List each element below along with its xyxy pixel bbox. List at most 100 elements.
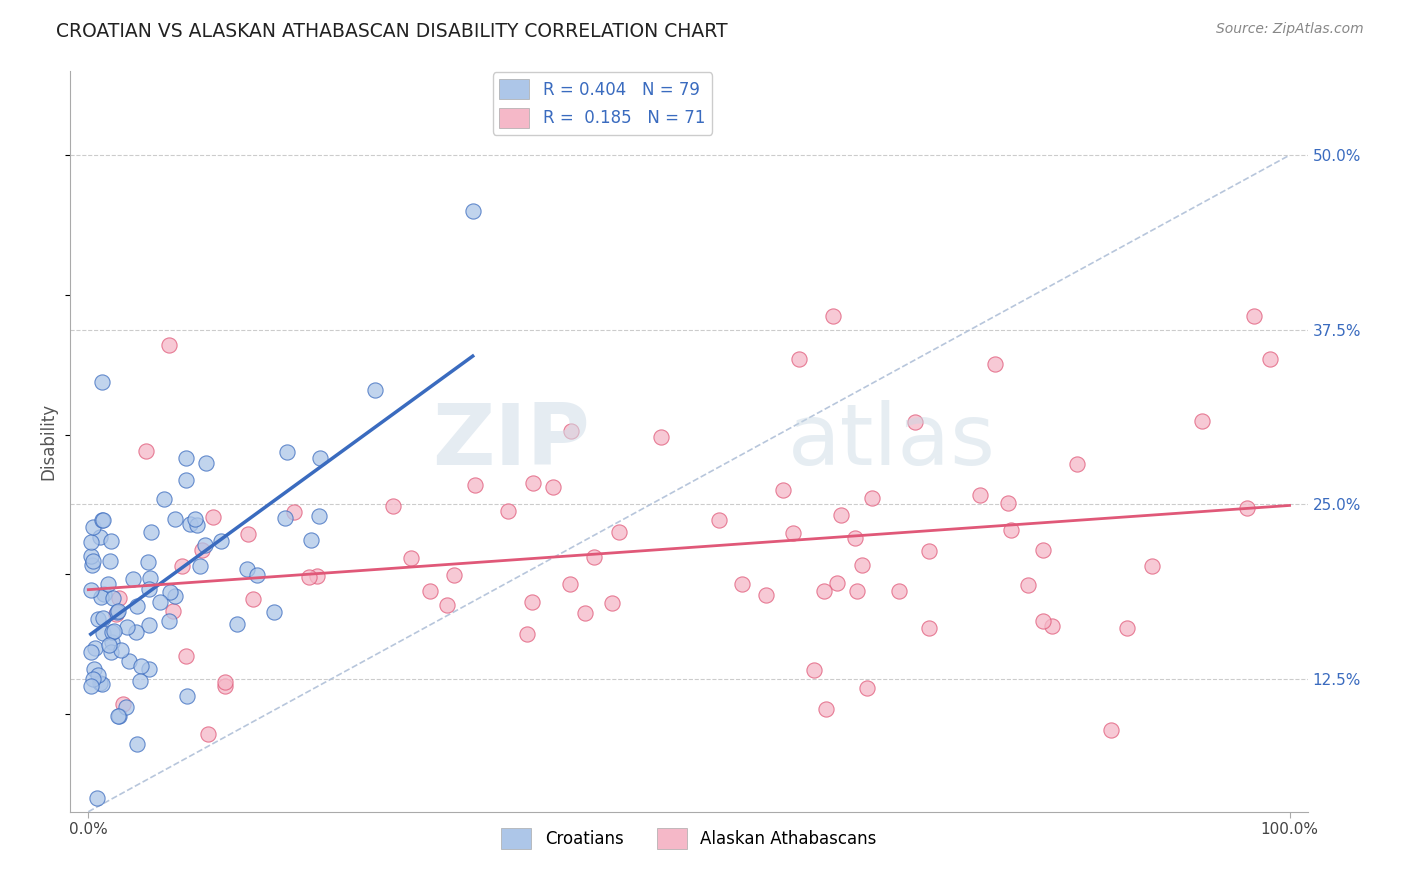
- Point: [90, 591, 112, 605]
- Point: [299, 533, 322, 547]
- Point: [461, 204, 484, 219]
- Point: [787, 351, 810, 366]
- Point: [157, 614, 180, 628]
- Point: [803, 663, 825, 677]
- Point: [129, 659, 152, 673]
- Point: [107, 603, 129, 617]
- Point: [813, 583, 835, 598]
- Point: [830, 508, 852, 522]
- Point: [87, 668, 110, 682]
- Point: [101, 591, 124, 606]
- Point: [176, 648, 198, 663]
- Point: [242, 592, 264, 607]
- Point: [522, 475, 544, 490]
- Point: [101, 634, 124, 648]
- Point: [98, 638, 121, 652]
- Point: [194, 538, 217, 552]
- Point: [136, 555, 159, 569]
- Point: [305, 569, 328, 583]
- Point: [98, 554, 121, 568]
- Point: [165, 589, 187, 603]
- Point: [1040, 619, 1063, 633]
- Point: [1140, 559, 1163, 574]
- Point: [782, 526, 804, 541]
- Point: [191, 542, 214, 557]
- Point: [176, 689, 198, 703]
- Point: [80, 535, 103, 549]
- Point: [419, 583, 441, 598]
- Point: [87, 612, 110, 626]
- Point: [114, 700, 136, 714]
- Point: [308, 451, 330, 466]
- Point: [464, 478, 486, 492]
- Point: [276, 445, 298, 459]
- Point: [195, 457, 218, 471]
- Point: [851, 558, 873, 572]
- Point: [236, 562, 259, 576]
- Point: [246, 567, 269, 582]
- Point: [100, 645, 122, 659]
- Point: [82, 554, 104, 568]
- Point: [89, 676, 111, 690]
- Point: [129, 674, 152, 689]
- Point: [125, 625, 148, 640]
- Point: [139, 570, 162, 584]
- Point: [80, 645, 103, 659]
- Point: [163, 512, 186, 526]
- Point: [197, 726, 219, 740]
- Point: [186, 518, 208, 533]
- Point: [108, 709, 131, 723]
- Point: [138, 662, 160, 676]
- Point: [382, 499, 405, 513]
- Point: [520, 594, 543, 608]
- Point: [607, 524, 630, 539]
- Point: [226, 616, 249, 631]
- Point: [918, 621, 941, 635]
- Point: [83, 662, 105, 676]
- Point: [91, 626, 114, 640]
- Point: [917, 544, 939, 558]
- Point: [100, 534, 122, 549]
- Point: [274, 511, 297, 525]
- Text: atlas: atlas: [787, 400, 995, 483]
- Point: [297, 570, 319, 584]
- Point: [443, 567, 465, 582]
- Point: [731, 576, 754, 591]
- Point: [755, 588, 778, 602]
- Point: [157, 338, 180, 352]
- Point: [127, 599, 149, 613]
- Point: [1032, 543, 1054, 558]
- Point: [115, 620, 138, 634]
- Point: [108, 591, 131, 605]
- Point: [236, 527, 259, 541]
- Point: [201, 510, 224, 524]
- Point: [125, 737, 148, 751]
- Point: [1066, 457, 1088, 471]
- Point: [117, 654, 139, 668]
- Point: [153, 492, 176, 507]
- Point: [110, 643, 132, 657]
- Text: CROATIAN VS ALASKAN ATHABASCAN DISABILITY CORRELATION CHART: CROATIAN VS ALASKAN ATHABASCAN DISABILIT…: [56, 22, 728, 41]
- Point: [574, 607, 596, 621]
- Point: [172, 558, 194, 573]
- Point: [107, 709, 129, 723]
- Point: [82, 672, 104, 686]
- Point: [496, 504, 519, 518]
- Point: [90, 375, 112, 389]
- Point: [162, 604, 184, 618]
- Point: [86, 790, 108, 805]
- Point: [139, 524, 162, 539]
- Point: [283, 505, 305, 519]
- Point: [93, 587, 115, 601]
- Text: ZIP: ZIP: [432, 400, 591, 483]
- Point: [436, 598, 458, 612]
- Point: [90, 513, 112, 527]
- Point: [984, 357, 1007, 371]
- Point: [107, 605, 129, 619]
- Point: [1243, 309, 1265, 323]
- Point: [82, 558, 104, 572]
- Point: [904, 415, 927, 429]
- Point: [135, 444, 157, 458]
- Point: [308, 508, 330, 523]
- Point: [1116, 621, 1139, 635]
